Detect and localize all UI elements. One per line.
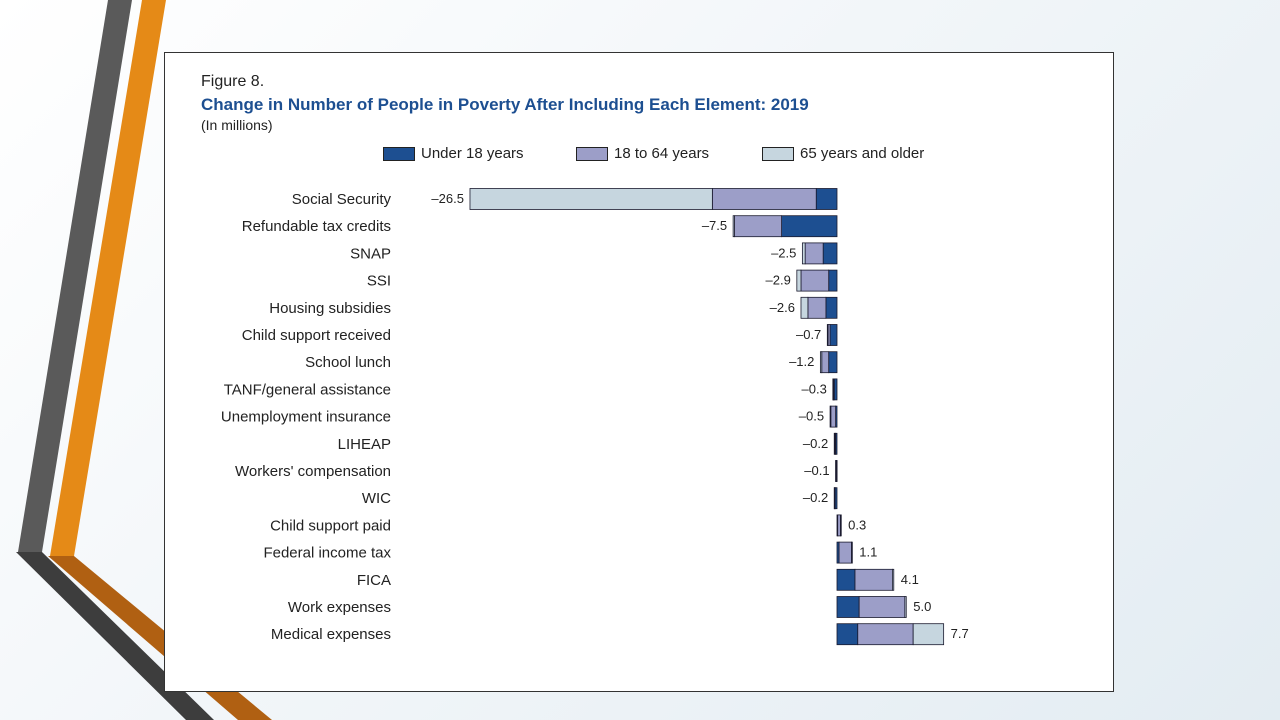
bar-tanf-general-assistance-series-2 xyxy=(832,378,835,401)
value-label-ssi: –2.9 xyxy=(766,273,791,288)
figure-subtitle: (In millions) xyxy=(201,117,273,133)
bar-work-expenses-series-0 xyxy=(836,596,860,618)
bar-federal-income-tax-series-1 xyxy=(838,541,852,564)
category-label-housing-subsidies: Housing subsidies xyxy=(269,300,391,317)
bar-liheap-series-2 xyxy=(833,432,836,455)
category-label-child-support-paid: Child support paid xyxy=(270,517,391,534)
bar-work-expenses-series-2 xyxy=(904,596,907,618)
bar-refundable-tax-credits-series-1 xyxy=(734,215,783,238)
legend-swatch-18to64 xyxy=(576,146,608,161)
category-label-work-expenses: Work expenses xyxy=(288,599,391,616)
bar-unemployment-insurance-series-1 xyxy=(830,405,837,428)
figure-panel: Figure 8. Change in Number of People in … xyxy=(164,52,1114,692)
bar-snap-series-1 xyxy=(804,242,824,265)
value-label-school-lunch: –1.2 xyxy=(789,354,814,369)
category-label-social-security: Social Security xyxy=(292,191,392,208)
bar-chart: Social Security –26.5 Refundable tax credi… xyxy=(221,188,969,646)
bar-child-support-received-series-0 xyxy=(829,324,838,346)
category-label-refundable-tax-credits: Refundable tax credits xyxy=(242,218,391,235)
bar-workers-compensation-series-2 xyxy=(835,460,837,482)
bar-medical-expenses-series-2 xyxy=(912,623,945,646)
value-label-social-security: –26.5 xyxy=(431,191,464,206)
value-label-tanf-general-assistance: –0.3 xyxy=(802,381,827,396)
bar-tanf-general-assistance-series-0 xyxy=(833,378,838,401)
bar-social-security-series-2 xyxy=(469,188,713,210)
value-label-fica: 4.1 xyxy=(901,572,919,587)
legend-swatch-65plus xyxy=(762,146,794,161)
bar-child-support-paid-series-2 xyxy=(840,514,842,537)
bar-refundable-tax-credits-series-0 xyxy=(781,215,838,238)
figure-number: Figure 8. xyxy=(201,73,265,90)
value-label-housing-subsidies: –2.6 xyxy=(770,300,795,315)
legend-item-18to64: 18 to 64 years xyxy=(576,145,709,162)
bar-housing-subsidies-series-2 xyxy=(800,296,809,319)
bar-fica-series-2 xyxy=(892,568,895,591)
value-label-wic: –0.2 xyxy=(803,490,828,505)
category-label-snap: SNAP xyxy=(350,245,391,262)
orange-stripe xyxy=(50,0,166,556)
legend-item-under18: Under 18 years xyxy=(383,145,524,162)
legend-label-under18: Under 18 years xyxy=(421,145,524,162)
category-label-ssi: SSI xyxy=(367,273,391,290)
bar-federal-income-tax-series-2 xyxy=(851,541,853,564)
value-label-work-expenses: 5.0 xyxy=(913,599,931,614)
bar-fica-series-0 xyxy=(836,568,856,591)
category-label-school-lunch: School lunch xyxy=(305,354,391,371)
bar-child-support-received-series-2 xyxy=(826,324,829,346)
bar-fica-series-1 xyxy=(854,568,893,591)
category-label-child-support-received: Child support received xyxy=(242,327,391,344)
value-label-medical-expenses: 7.7 xyxy=(951,626,969,641)
bar-ssi-series-1 xyxy=(800,269,830,292)
value-label-child-support-paid: 0.3 xyxy=(848,517,866,532)
bar-refundable-tax-credits-series-2 xyxy=(732,215,735,238)
bar-ssi-series-0 xyxy=(828,269,838,292)
value-label-unemployment-insurance: –0.5 xyxy=(799,409,824,424)
bar-housing-subsidies-series-0 xyxy=(825,296,838,319)
legend-swatch-under18 xyxy=(383,146,415,161)
category-label-workers-compensation: Workers' compensation xyxy=(235,463,391,480)
category-label-federal-income-tax: Federal income tax xyxy=(263,545,391,562)
bar-wic-series-2 xyxy=(833,487,836,510)
figure-title: Change in Number of People in Poverty Af… xyxy=(201,95,809,114)
bar-school-lunch-series-0 xyxy=(828,351,838,374)
bar-housing-subsidies-series-1 xyxy=(807,296,827,319)
bar-work-expenses-series-1 xyxy=(858,596,906,618)
legend-label-18to64: 18 to 64 years xyxy=(614,145,710,162)
value-label-liheap: –0.2 xyxy=(803,436,828,451)
category-label-liheap: LIHEAP xyxy=(338,436,391,453)
value-label-snap: –2.5 xyxy=(771,245,796,260)
category-label-tanf-general-assistance: TANF/general assistance xyxy=(224,381,391,398)
gray-stripe xyxy=(18,0,132,552)
category-label-wic: WIC xyxy=(362,490,391,507)
legend-label-65plus: 65 years and older xyxy=(800,145,925,162)
value-label-refundable-tax-credits: –7.5 xyxy=(702,218,727,233)
category-label-unemployment-insurance: Unemployment insurance xyxy=(221,409,391,426)
bar-social-security-series-1 xyxy=(711,188,817,210)
bar-medical-expenses-series-1 xyxy=(857,623,914,646)
value-label-federal-income-tax: 1.1 xyxy=(859,545,877,560)
bar-child-support-paid-series-1 xyxy=(837,514,841,537)
bar-snap-series-0 xyxy=(822,242,838,265)
category-label-fica: FICA xyxy=(357,572,391,589)
category-label-medical-expenses: Medical expenses xyxy=(271,626,391,643)
bar-ssi-series-2 xyxy=(796,269,802,292)
bar-snap-series-2 xyxy=(801,242,806,265)
value-label-workers-compensation: –0.1 xyxy=(804,463,829,478)
bar-medical-expenses-series-0 xyxy=(836,623,859,646)
legend-item-65plus: 65 years and older xyxy=(762,145,924,162)
value-label-child-support-received: –0.7 xyxy=(796,327,821,342)
bar-social-security-series-0 xyxy=(815,188,838,210)
bar-school-lunch-series-1 xyxy=(821,351,830,374)
bar-unemployment-insurance-series-2 xyxy=(829,405,832,428)
bar-school-lunch-series-2 xyxy=(819,351,823,374)
